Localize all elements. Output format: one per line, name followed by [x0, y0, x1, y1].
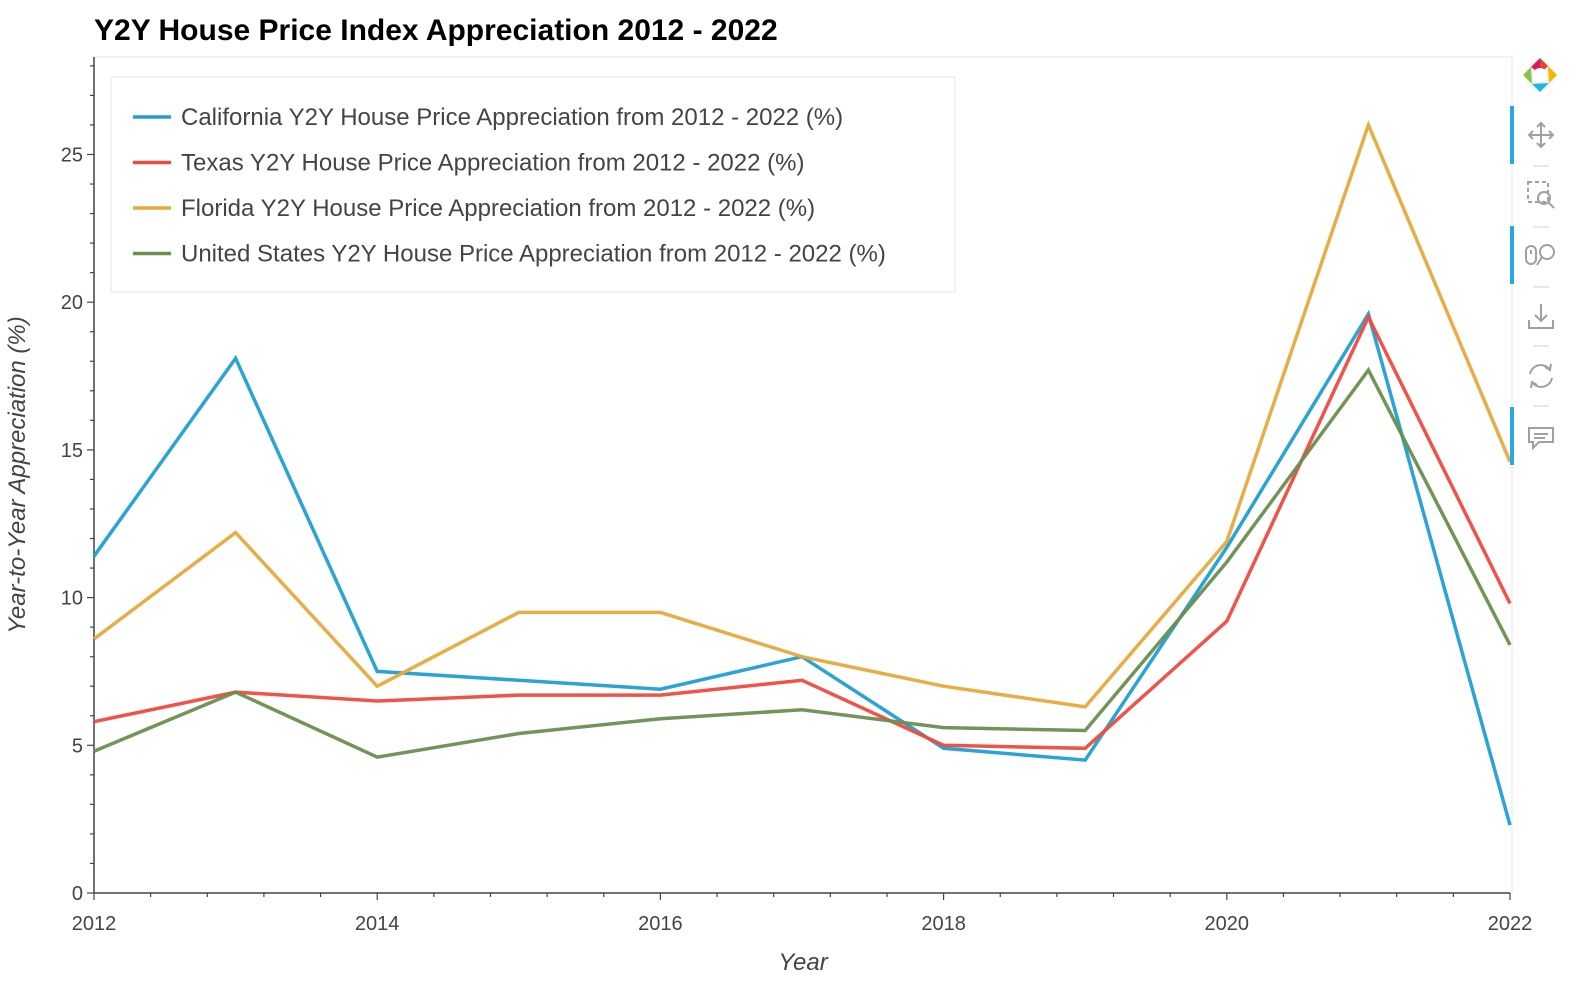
y-tick-label: 15 [61, 440, 83, 462]
legend: California Y2Y House Price Appreciation … [110, 76, 956, 293]
hover-tool-button[interactable] [1510, 407, 1554, 465]
y-axis-label: Year-to-Year Appreciation (%) [4, 316, 31, 634]
x-axis-label: Year [778, 949, 828, 976]
series-line-0 [92, 309, 1512, 826]
chart-title: Y2Y House Price Index Appreciation 2012 … [94, 14, 778, 47]
legend-box [110, 76, 956, 293]
y-tick-label: 0 [72, 883, 83, 905]
save-tool-button[interactable] [1528, 304, 1554, 329]
x-tick-label: 2018 [921, 913, 966, 935]
x-tick-label: 2014 [355, 913, 400, 935]
hover-active-indicator [1510, 407, 1514, 465]
legend-label-3: United States Y2Y House Price Appreciati… [181, 241, 886, 268]
wheel-zoom-active-indicator [1510, 226, 1514, 284]
legend-label-0: California Y2Y House Price Appreciation … [181, 104, 843, 131]
y-axis: 0 5 10 15 20 25 [61, 57, 95, 905]
y-tick-label: 10 [61, 588, 83, 610]
legend-label-2: Florida Y2Y House Price Appreciation fro… [181, 195, 815, 222]
series-line-1 [93, 312, 1512, 751]
toolbar [1510, 58, 1557, 465]
pan-active-indicator [1510, 106, 1514, 164]
y-tick-label: 25 [61, 144, 83, 166]
x-axis: 2012 2014 2016 2018 2020 2022 [72, 892, 1533, 935]
wheel-zoom-icon [1525, 244, 1555, 266]
box-zoom-icon [1527, 181, 1555, 209]
series-line-2 [92, 119, 1512, 709]
x-tick-label: 2012 [72, 913, 117, 935]
pan-tool-button[interactable] [1510, 106, 1555, 164]
box-zoom-tool-button[interactable] [1527, 181, 1555, 209]
reset-tool-button[interactable] [1529, 363, 1553, 389]
x-tick-label: 2016 [638, 913, 683, 935]
legend-label-1: Texas Y2Y House Price Appreciation from … [181, 150, 804, 177]
y-tick-label: 5 [72, 735, 83, 757]
wheel-zoom-tool-button[interactable] [1510, 226, 1555, 284]
series-line-3 [93, 366, 1512, 759]
reset-icon [1529, 363, 1553, 389]
pan-icon [1527, 121, 1555, 149]
y-tick-label: 20 [61, 292, 83, 314]
x-tick-label: 2022 [1488, 913, 1533, 935]
series-layer [92, 119, 1512, 826]
x-tick-label: 2020 [1205, 913, 1250, 935]
save-icon [1528, 304, 1554, 329]
hover-icon [1528, 427, 1554, 451]
bokeh-logo-icon[interactable] [1523, 58, 1557, 92]
